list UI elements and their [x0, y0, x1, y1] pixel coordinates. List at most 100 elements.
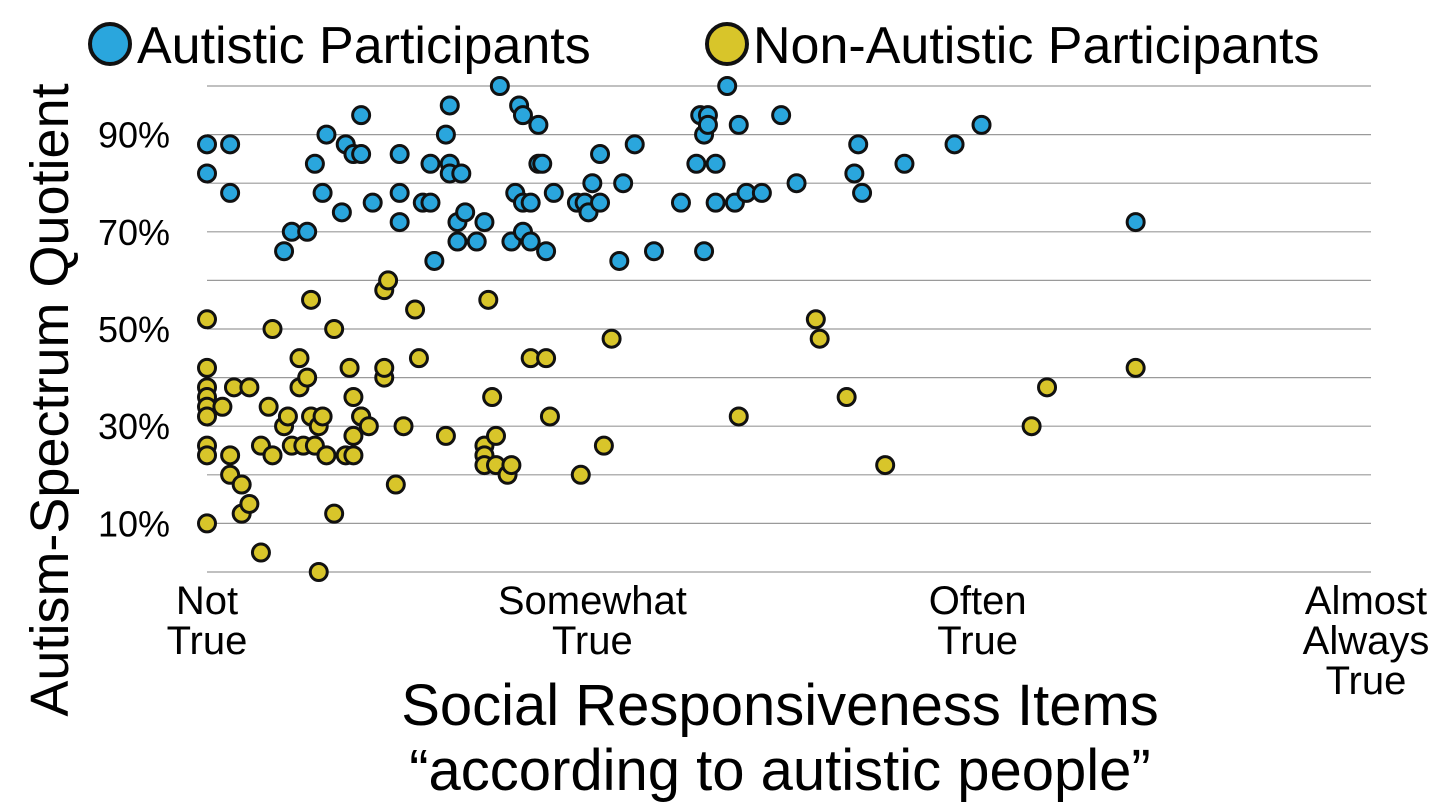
data-point: [844, 163, 865, 184]
data-point: [705, 153, 726, 174]
data-point: [220, 182, 241, 203]
data-point: [536, 348, 557, 369]
data-point: [389, 144, 410, 165]
y-axis-label: Autism-Spectrum Quotient: [20, 83, 80, 716]
data-point: [1125, 212, 1146, 233]
x-tick-label: Always: [1303, 619, 1430, 663]
data-point: [312, 406, 333, 427]
data-point: [1037, 377, 1058, 398]
data-point: [220, 445, 241, 466]
series-non-autistic: [197, 270, 1146, 582]
data-point: [250, 542, 271, 563]
data-point: [351, 105, 372, 126]
data-point: [316, 445, 337, 466]
data-point: [389, 182, 410, 203]
series-autistic: [197, 76, 1146, 271]
data-points: [197, 76, 1146, 582]
data-point: [836, 387, 857, 408]
data-point: [539, 406, 560, 427]
data-point: [197, 134, 217, 155]
data-point: [378, 270, 399, 291]
y-tick-label: 90%: [98, 115, 170, 156]
x-axis-label-line-2: “according to autistic people”: [409, 738, 1151, 803]
data-point: [705, 192, 726, 213]
data-point: [197, 406, 217, 427]
data-point: [590, 144, 611, 165]
y-tick-label: 70%: [98, 212, 170, 253]
data-point: [1021, 416, 1042, 437]
data-point: [301, 289, 322, 310]
data-point: [197, 513, 217, 534]
data-point: [609, 250, 630, 271]
data-point: [728, 406, 749, 427]
legend: Autistic Participants Non-Autistic Parti…: [88, 17, 1319, 75]
data-point: [697, 114, 718, 135]
data-point: [239, 377, 260, 398]
x-tick-label: True: [937, 619, 1018, 663]
data-point: [324, 503, 345, 524]
data-point: [435, 124, 456, 145]
data-point: [420, 153, 441, 174]
data-point: [466, 231, 487, 252]
data-point: [728, 114, 749, 135]
data-point: [339, 357, 360, 378]
data-point: [239, 493, 260, 514]
data-point: [343, 425, 364, 446]
x-tick-labels: NotTrueSomewhatTrueOftenTrueAlmostAlways…: [167, 579, 1430, 703]
data-point: [971, 114, 992, 135]
data-point: [297, 221, 318, 242]
data-point: [297, 367, 318, 388]
data-point: [393, 416, 414, 437]
data-point: [424, 250, 445, 271]
data-point: [316, 124, 337, 145]
data-point: [447, 231, 468, 252]
x-tick-label: Not: [176, 579, 238, 623]
data-point: [593, 435, 614, 456]
x-tick-label: Somewhat: [498, 579, 687, 623]
data-point: [358, 416, 379, 437]
y-tick-label: 50%: [98, 309, 170, 350]
data-point: [277, 406, 298, 427]
data-point: [543, 182, 564, 203]
y-tick-labels: 10% 30% 50% 70% 90%: [98, 115, 170, 545]
data-point: [231, 474, 252, 495]
data-point: [570, 464, 591, 485]
data-point: [848, 134, 869, 155]
x-tick-label: Almost: [1305, 579, 1427, 623]
data-point: [512, 105, 533, 126]
data-point: [624, 134, 645, 155]
data-point: [389, 212, 410, 233]
data-point: [520, 231, 541, 252]
data-point: [482, 387, 503, 408]
data-point: [532, 153, 553, 174]
data-point: [694, 241, 715, 262]
data-point: [944, 134, 965, 155]
data-point: [451, 163, 472, 184]
data-point: [324, 319, 345, 339]
x-tick-label: True: [1326, 659, 1407, 703]
data-point: [751, 182, 772, 203]
data-point: [894, 153, 915, 174]
data-point: [197, 309, 217, 330]
data-point: [408, 348, 429, 369]
data-point: [805, 309, 826, 330]
gridlines: [207, 85, 1371, 573]
data-point: [197, 163, 217, 184]
data-point: [258, 396, 279, 417]
data-point: [478, 289, 499, 310]
legend-label-autistic: Autistic Participants: [137, 17, 591, 75]
data-point: [439, 95, 460, 116]
data-point: [262, 319, 283, 339]
data-point: [455, 202, 476, 223]
data-point: [435, 425, 456, 446]
data-point: [274, 241, 295, 262]
data-point: [362, 192, 383, 213]
data-point: [590, 192, 611, 213]
data-point: [197, 357, 217, 378]
data-point: [304, 153, 325, 174]
legend-marker-non-autistic: [705, 22, 749, 66]
data-point: [786, 173, 807, 194]
data-point: [528, 114, 549, 135]
data-point: [331, 202, 352, 223]
